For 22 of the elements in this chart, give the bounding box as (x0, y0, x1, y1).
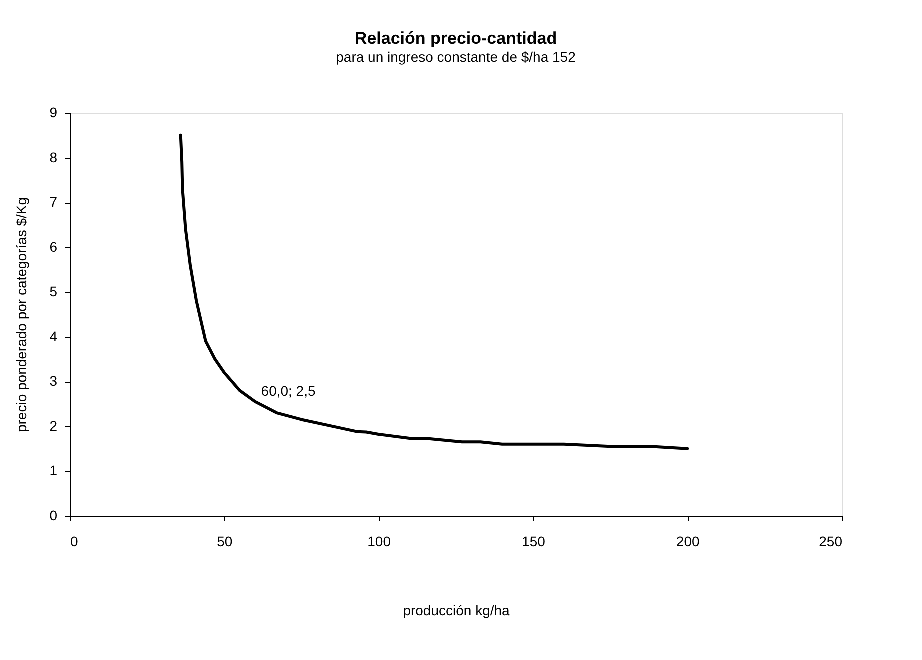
line-series (179, 134, 690, 450)
annotation: 60,0; 2,5 (261, 383, 316, 400)
y-tick-label: 4 (50, 328, 58, 344)
x-tick-label: 50 (217, 534, 233, 550)
y-tick-label: 8 (50, 149, 58, 166)
y-tick-label: 6 (50, 238, 58, 255)
x-tick-label: 0 (70, 534, 78, 550)
y-tick-label: 2 (50, 418, 58, 434)
y-tick-label: 9 (50, 104, 58, 120)
x-tick-label: 100 (368, 534, 392, 550)
y-tick-label: 7 (50, 194, 58, 210)
y-tick-label: 5 (50, 284, 58, 300)
x-tick-label: 200 (676, 534, 700, 550)
chart-title: Relación precio-cantidad (354, 29, 558, 48)
y-axis-title: precio ponderado por categorías $/Kg (14, 197, 30, 433)
y-tick-label: 1 (50, 462, 58, 479)
y-tick-label: 3 (50, 373, 58, 390)
y-tick-label: 0 (50, 508, 58, 524)
chart-subtitle: para un ingreso constante de $/ha 152 (336, 49, 576, 65)
x-tick-label: 250 (819, 534, 843, 550)
x-axis-title: producción kg/ha (403, 602, 510, 618)
x-tick-label: 150 (522, 534, 546, 550)
